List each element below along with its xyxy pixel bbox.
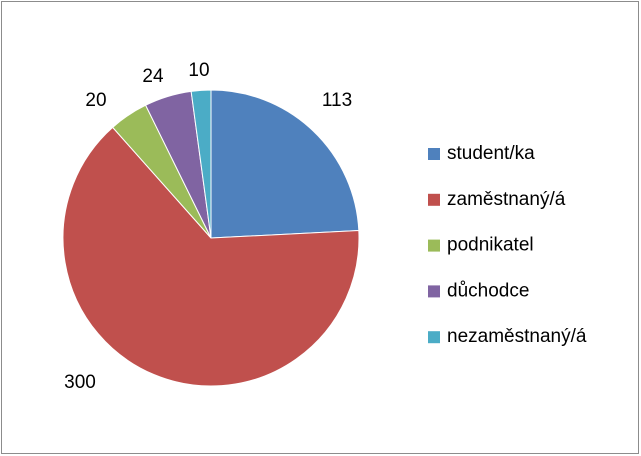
legend-swatch [428,285,440,298]
data-label: 300 [64,372,96,393]
data-label: 24 [142,66,164,87]
legend-swatch [428,239,440,252]
data-label: 10 [188,60,209,81]
pie-slice [190,89,212,239]
pie-slice [210,89,360,239]
legend-label: student/ka [447,143,535,164]
legend-label: zaměstnaný/á [447,189,566,210]
legend-swatch [428,193,440,206]
legend-swatch [428,148,440,160]
data-label: 113 [322,90,352,111]
pie-slice [62,126,360,387]
data-label: 20 [85,90,106,111]
legend-label: nezaměstnaný/á [447,326,587,347]
legend-label: důchodce [447,280,529,301]
legend-label: podnikatel [447,235,534,256]
legend-swatch [428,331,440,344]
